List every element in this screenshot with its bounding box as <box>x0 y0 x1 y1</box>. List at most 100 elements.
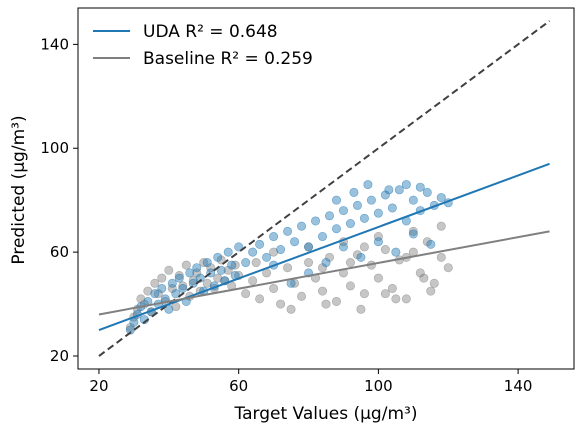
uda-point <box>195 273 205 283</box>
uda-point <box>356 252 366 262</box>
uda-point <box>380 190 390 200</box>
uda-point <box>150 289 160 299</box>
baseline-point <box>297 291 307 301</box>
uda-point <box>213 252 223 262</box>
baseline-point <box>276 299 286 309</box>
baseline-point <box>269 283 279 293</box>
baseline-point <box>380 289 390 299</box>
baseline-point <box>248 276 258 286</box>
baseline-point <box>157 273 167 283</box>
baseline-legend-label: Baseline R² = 0.259 <box>143 49 313 69</box>
uda-point <box>157 283 167 293</box>
x-tick-label: 100 <box>364 377 393 395</box>
uda-point <box>129 317 139 327</box>
uda-point <box>304 242 314 252</box>
y-tick-label: 20 <box>50 347 69 365</box>
uda-point <box>290 237 300 247</box>
legend: UDA R² = 0.648 Baseline R² = 0.259 <box>93 22 313 69</box>
uda-point <box>311 216 321 226</box>
uda-point <box>178 283 188 293</box>
baseline-point <box>345 258 355 268</box>
baseline-point <box>318 263 328 273</box>
uda-point <box>174 273 184 283</box>
y-axis-label: Predicted (μg/m³) <box>9 115 29 264</box>
baseline-point <box>359 242 369 252</box>
baseline-point <box>356 304 366 314</box>
uda-point <box>426 239 436 249</box>
baseline-point <box>143 286 153 296</box>
uda-point <box>171 289 181 299</box>
baseline-point <box>206 263 216 273</box>
baseline-point <box>192 268 202 278</box>
uda-point <box>338 206 348 216</box>
baseline-point <box>241 289 251 299</box>
y-tick-label: 100 <box>40 139 69 157</box>
uda-point <box>352 200 362 210</box>
y-tick-label: 140 <box>40 35 69 53</box>
uda-point <box>387 203 397 213</box>
baseline-point <box>359 289 369 299</box>
uda-point <box>359 213 369 223</box>
uda-point <box>331 195 341 205</box>
uda-point <box>408 229 418 239</box>
baseline-point <box>164 265 174 275</box>
uda-point <box>401 180 411 190</box>
uda-point <box>373 237 383 247</box>
baseline-point <box>150 278 160 288</box>
baseline-point <box>188 276 198 286</box>
baseline-point <box>387 283 397 293</box>
x-tick-label: 20 <box>89 377 108 395</box>
baseline-point <box>373 273 383 283</box>
uda-point <box>234 242 244 252</box>
uda-point <box>408 195 418 205</box>
baseline-point <box>429 278 439 288</box>
uda-point <box>422 187 432 197</box>
uda-point <box>276 245 286 255</box>
uda-point <box>363 180 373 190</box>
baseline-point <box>199 258 209 268</box>
baseline-point <box>223 265 233 275</box>
baseline-point <box>373 232 383 242</box>
baseline-point <box>304 258 314 268</box>
baseline-point <box>213 273 223 283</box>
baseline-point <box>318 286 328 296</box>
baseline-point <box>174 271 184 281</box>
baseline-point <box>426 286 436 296</box>
baseline-point <box>153 289 163 299</box>
baseline-point <box>178 281 188 291</box>
baseline-point <box>408 226 418 236</box>
uda-point <box>167 278 177 288</box>
baseline-point <box>401 294 411 304</box>
uda-point <box>185 268 195 278</box>
baseline-point <box>415 268 425 278</box>
baseline-point <box>436 221 446 231</box>
baseline-point <box>286 304 296 314</box>
x-tick-label: 60 <box>229 377 248 395</box>
x-tick-label: 140 <box>504 377 533 395</box>
baseline-point <box>419 273 429 283</box>
uda-legend-label: UDA R² = 0.648 <box>143 22 278 42</box>
y-tick-label: 60 <box>50 243 69 261</box>
uda-point <box>338 242 348 252</box>
uda-point <box>241 258 251 268</box>
uda-point <box>349 187 359 197</box>
uda-point <box>394 185 404 195</box>
baseline-fit-line <box>98 230 550 316</box>
uda-fit-line <box>98 162 550 331</box>
baseline-point <box>391 294 401 304</box>
baseline-point <box>230 260 240 270</box>
uda-point <box>321 258 331 268</box>
x-axis-label: Target Values (μg/m³) <box>234 404 418 424</box>
axes: 20 60 100 140 20 60 100 140 <box>40 35 532 395</box>
baseline-point <box>324 252 334 262</box>
uda-point <box>318 232 328 242</box>
uda-point <box>262 252 272 262</box>
uda-point <box>384 185 394 195</box>
uda-point <box>202 258 212 268</box>
uda-point <box>324 211 334 221</box>
uda-point <box>269 232 279 242</box>
baseline-point <box>181 260 191 270</box>
baseline-point <box>321 299 331 309</box>
uda-point <box>436 193 446 203</box>
uda-point <box>331 224 341 234</box>
